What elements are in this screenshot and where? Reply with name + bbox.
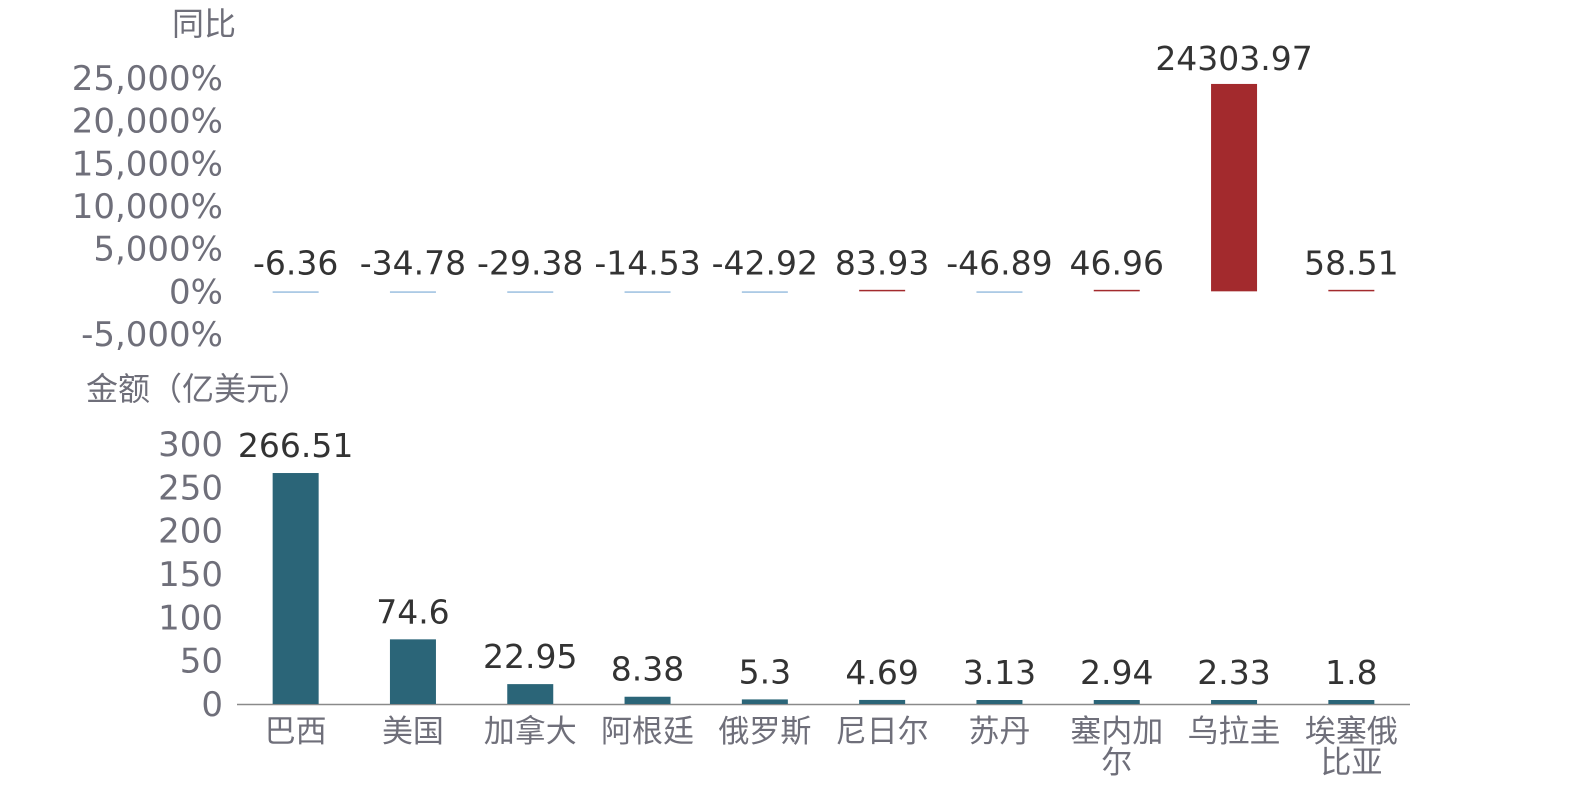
yoy-data-label: -6.36 — [253, 243, 338, 282]
amount-data-label: 4.69 — [845, 653, 918, 692]
category-label: 尔 — [1101, 745, 1132, 781]
amount-bar — [507, 684, 554, 704]
amount-y-tick-label: 200 — [158, 512, 223, 552]
yoy-axis-title: 同比 — [172, 5, 236, 43]
category-label: 乌拉圭 — [1188, 714, 1281, 750]
yoy-data-label: -29.38 — [477, 243, 583, 282]
amount-bar — [624, 696, 671, 704]
amount-y-tick-label: 50 — [180, 642, 223, 682]
yoy-data-label: 83.93 — [835, 243, 929, 282]
yoy-y-tick-label: -5,000% — [81, 315, 223, 355]
yoy-y-tick-label: 5,000% — [93, 230, 223, 270]
amount-data-label: 3.13 — [963, 653, 1036, 692]
amount-bar — [389, 639, 436, 704]
yoy-data-label: 24303.97 — [1155, 39, 1312, 78]
amount-data-label: 2.94 — [1080, 653, 1153, 692]
yoy-data-label: -14.53 — [594, 243, 700, 282]
amount-bars — [272, 473, 1375, 704]
amount-data-labels: 266.51 74.6 22.95 8.38 5.3 4.69 3.13 2.94 2.33 1.… — [238, 426, 1378, 692]
yoy-data-label: -46.89 — [946, 243, 1052, 282]
amount-axis-title: 金额（亿美元） — [86, 370, 310, 408]
yoy-y-tick-label: 25,000% — [72, 59, 223, 99]
amount-y-tick-label: 150 — [158, 555, 223, 595]
yoy-bar — [1328, 289, 1375, 292]
amount-y-tick-label: 0 — [201, 685, 223, 725]
category-label: 俄罗斯 — [718, 714, 811, 750]
yoy-bar — [1093, 289, 1140, 292]
yoy-y-tick-label: 20,000% — [72, 102, 223, 142]
category-label: 苏丹 — [968, 714, 1030, 750]
yoy-y-tick-label: 10,000% — [72, 187, 223, 227]
amount-bar — [272, 473, 319, 704]
amount-data-label: 22.95 — [483, 637, 577, 676]
yoy-bar — [859, 289, 906, 292]
amount-data-label: 266.51 — [238, 426, 353, 465]
amount-data-label: 5.3 — [739, 652, 791, 691]
yoy-bar — [741, 291, 788, 293]
yoy-data-label: 58.51 — [1304, 243, 1398, 282]
amount-y-tick-label: 250 — [158, 468, 223, 508]
amount-y-tick-label: 100 — [158, 598, 223, 638]
yoy-chart: 同比 25,000%20,000%15,000%10,000%5,000%0%-… — [72, 5, 1399, 355]
amount-bar — [741, 699, 788, 704]
amount-bar — [1093, 700, 1140, 704]
category-label: 埃塞俄 — [1305, 714, 1398, 750]
yoy-bars — [272, 83, 1375, 293]
amount-y-tick-label: 300 — [158, 425, 223, 465]
yoy-data-label: 46.96 — [1070, 243, 1164, 282]
amount-data-label: 74.6 — [376, 592, 449, 631]
category-label: 比亚 — [1320, 745, 1382, 781]
amount-bar — [976, 700, 1023, 704]
amount-bar — [859, 699, 906, 704]
category-label: 加拿大 — [484, 714, 577, 750]
yoy-y-tick-label: 0% — [169, 272, 223, 312]
amount-data-label: 8.38 — [611, 650, 684, 689]
yoy-y-tick-label: 15,000% — [72, 144, 223, 184]
amount-data-label: 2.33 — [1197, 653, 1270, 692]
yoy-y-ticks: 25,000%20,000%15,000%10,000%5,000%0%-5,0… — [72, 59, 223, 355]
yoy-data-label: -34.78 — [360, 243, 466, 282]
yoy-bar — [624, 291, 671, 293]
yoy-bar — [976, 291, 1023, 293]
amount-bar — [1328, 700, 1375, 704]
yoy-data-labels: -6.36 -34.78 -29.38 -14.53 -42.92 83.93 -46.89… — [253, 39, 1399, 282]
yoy-bar — [272, 291, 319, 293]
amount-bar — [1211, 700, 1258, 704]
yoy-bar — [389, 291, 436, 293]
category-label: 塞内加 — [1070, 714, 1163, 750]
category-label: 美国 — [382, 714, 444, 750]
yoy-bar — [1211, 83, 1258, 292]
category-label: 阿根廷 — [601, 714, 694, 750]
category-label: 尼日尔 — [836, 714, 929, 750]
yoy-data-label: -42.92 — [712, 243, 818, 282]
category-label: 巴西 — [265, 714, 327, 750]
amount-data-label: 1.8 — [1325, 653, 1377, 692]
yoy-bar — [507, 291, 554, 293]
